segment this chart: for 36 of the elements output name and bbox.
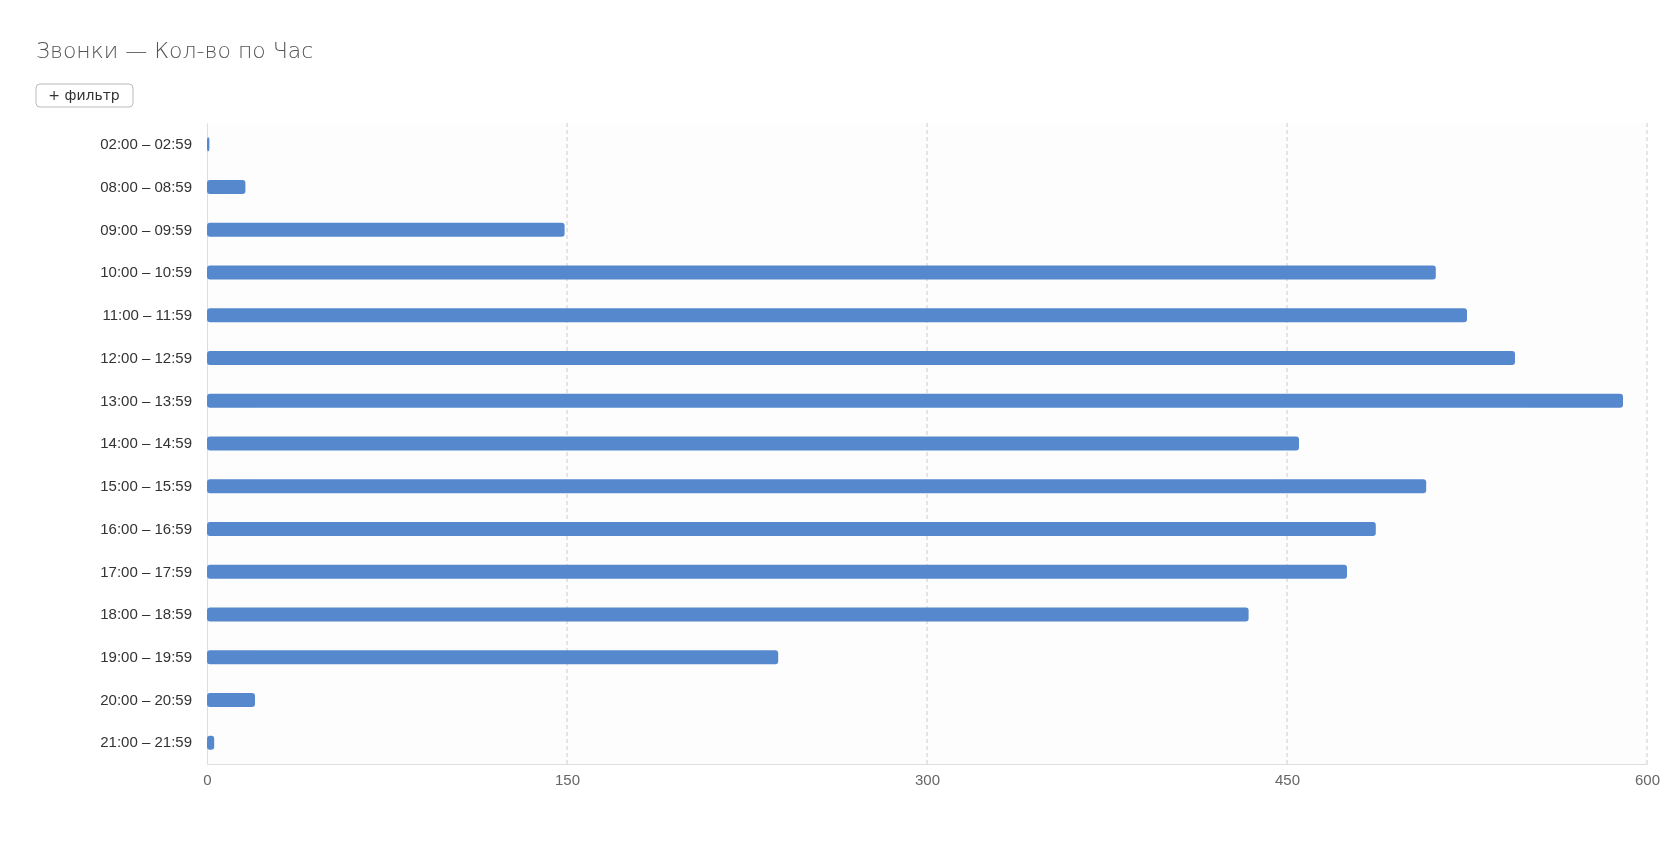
bar <box>207 393 1623 408</box>
y-tick-label: 11:00 – 11:59 <box>102 306 192 324</box>
bar <box>207 564 1347 579</box>
y-tick-label: 16:00 – 16:59 <box>100 519 192 537</box>
y-tick-label: 20:00 – 20:59 <box>100 690 192 708</box>
y-tick-label: 15:00 – 15:59 <box>100 477 192 495</box>
bar <box>207 692 255 707</box>
x-tick-label: 450 <box>1274 770 1301 788</box>
y-tick-label: 14:00 – 14:59 <box>100 434 192 452</box>
chart-title: Звонки — Кол-во по Час <box>36 38 314 63</box>
bar <box>207 521 1376 536</box>
bar <box>207 650 779 665</box>
y-tick-label: 12:00 – 12:59 <box>100 348 192 366</box>
bar <box>207 265 1436 280</box>
y-tick-label: 09:00 – 09:59 <box>100 220 192 238</box>
y-tick-label: 21:00 – 21:59 <box>100 733 192 751</box>
bar <box>207 222 565 237</box>
y-tick-label: 17:00 – 17:59 <box>100 562 192 580</box>
bar <box>207 308 1467 323</box>
bar <box>207 436 1299 451</box>
y-tick-label: 19:00 – 19:59 <box>100 647 192 665</box>
x-tick-label: 300 <box>914 770 941 788</box>
x-tick-label: 600 <box>1634 770 1661 788</box>
bar <box>207 735 215 750</box>
bar <box>207 479 1427 494</box>
y-tick-label: 18:00 – 18:59 <box>100 605 192 623</box>
bar <box>207 351 1515 366</box>
y-tick-label: 13:00 – 13:59 <box>100 391 192 409</box>
bar <box>207 180 246 195</box>
y-tick-label: 10:00 – 10:59 <box>100 263 192 281</box>
x-tick-label: 150 <box>554 770 581 788</box>
y-tick-label: 02:00 – 02:59 <box>100 135 192 153</box>
bar <box>207 607 1249 622</box>
y-tick-label: 08:00 – 08:59 <box>100 177 192 195</box>
x-tick-label: 0 <box>203 770 212 788</box>
filter-button: + фильтр <box>35 83 134 108</box>
